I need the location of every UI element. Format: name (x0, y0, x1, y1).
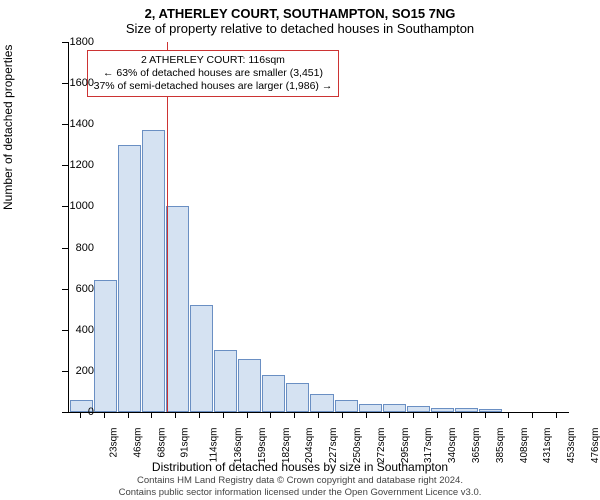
xtick-label: 91sqm (180, 428, 191, 458)
ytick-label: 1600 (54, 77, 94, 89)
ytick-label: 600 (54, 283, 94, 295)
ytick-label: 400 (54, 324, 94, 336)
reference-line (167, 42, 168, 412)
xtick-label: 159sqm (257, 428, 268, 464)
ytick-label: 1400 (54, 118, 94, 130)
xtick-label: 68sqm (156, 428, 167, 458)
xtick-label: 227sqm (328, 428, 339, 464)
xtick-label: 295sqm (400, 428, 411, 464)
annotation-line-1: 2 ATHERLEY COURT: 116sqm (94, 54, 333, 67)
histogram-bar (310, 394, 333, 413)
footer-attribution: Contains HM Land Registry data © Crown c… (0, 475, 600, 498)
ytick-label: 1000 (54, 200, 94, 212)
xtick-mark (270, 412, 271, 418)
xtick-label: 204sqm (304, 428, 315, 464)
histogram-bar (286, 383, 309, 412)
xtick-label: 136sqm (233, 428, 244, 464)
xtick-label: 250sqm (352, 428, 363, 464)
y-axis-label: Number of detached properties (1, 45, 15, 210)
histogram-bar (383, 404, 406, 412)
xtick-mark (342, 412, 343, 418)
histogram-bar (262, 375, 285, 412)
ytick-label: 800 (54, 242, 94, 254)
xtick-mark (199, 412, 200, 418)
xtick-mark (151, 412, 152, 418)
xtick-label: 476sqm (590, 428, 600, 464)
xtick-label: 114sqm (208, 428, 219, 463)
ytick-label: 1200 (54, 159, 94, 171)
histogram-bar (214, 350, 237, 412)
xtick-mark (532, 412, 533, 418)
xtick-label: 272sqm (376, 428, 387, 464)
xtick-mark (461, 412, 462, 418)
xtick-mark (556, 412, 557, 418)
xtick-label: 23sqm (108, 428, 119, 458)
annotation-box: 2 ATHERLEY COURT: 116sqm ← 63% of detach… (87, 50, 340, 97)
ytick-mark (62, 248, 68, 249)
xtick-label: 431sqm (543, 428, 554, 464)
ytick-mark (62, 206, 68, 207)
ytick-label: 0 (54, 406, 94, 418)
ytick-label: 1800 (54, 36, 94, 48)
xtick-label: 453sqm (566, 428, 577, 464)
xtick-mark (294, 412, 295, 418)
ytick-label: 200 (54, 365, 94, 377)
histogram-bar (455, 408, 478, 412)
xtick-mark (223, 412, 224, 418)
histogram-bar (190, 305, 213, 412)
histogram-bar (166, 206, 189, 412)
xtick-mark (366, 412, 367, 418)
ytick-mark (62, 165, 68, 166)
xtick-mark (437, 412, 438, 418)
histogram-bar (118, 145, 141, 412)
xtick-label: 365sqm (471, 428, 482, 464)
xtick-mark (175, 412, 176, 418)
xtick-mark (247, 412, 248, 418)
xtick-mark (318, 412, 319, 418)
histogram-bar (142, 130, 165, 412)
xtick-label: 340sqm (447, 428, 458, 464)
xtick-label: 385sqm (495, 428, 506, 464)
ytick-mark (62, 371, 68, 372)
xtick-mark (389, 412, 390, 418)
histogram-bar (335, 400, 358, 412)
histogram-bar (407, 406, 430, 412)
xtick-label: 317sqm (424, 428, 435, 464)
histogram-bar (479, 409, 502, 412)
histogram-bar (431, 408, 454, 412)
ytick-mark (62, 412, 68, 413)
footer-line-2: Contains public sector information licen… (0, 487, 600, 498)
ytick-mark (62, 42, 68, 43)
ytick-mark (62, 83, 68, 84)
xtick-mark (104, 412, 105, 418)
xtick-mark (508, 412, 509, 418)
xtick-label: 408sqm (519, 428, 530, 464)
histogram-bars (69, 42, 569, 412)
chart-title-main: 2, ATHERLEY COURT, SOUTHAMPTON, SO15 7NG (0, 0, 600, 21)
annotation-line-3: 37% of semi-detached houses are larger (… (94, 80, 333, 93)
footer-line-1: Contains HM Land Registry data © Crown c… (0, 475, 600, 486)
xtick-mark (80, 412, 81, 418)
xtick-label: 46sqm (132, 428, 143, 458)
histogram-bar (238, 359, 261, 412)
histogram-bar (359, 404, 382, 412)
ytick-mark (62, 124, 68, 125)
histogram-bar (94, 280, 117, 412)
chart-plot-area: 2 ATHERLEY COURT: 116sqm ← 63% of detach… (68, 42, 569, 413)
xtick-mark (128, 412, 129, 418)
xtick-mark (413, 412, 414, 418)
annotation-line-2: ← 63% of detached houses are smaller (3,… (94, 67, 333, 80)
ytick-mark (62, 330, 68, 331)
xtick-mark (485, 412, 486, 418)
xtick-label: 182sqm (281, 428, 292, 464)
ytick-mark (62, 289, 68, 290)
x-axis-label: Distribution of detached houses by size … (0, 460, 600, 474)
